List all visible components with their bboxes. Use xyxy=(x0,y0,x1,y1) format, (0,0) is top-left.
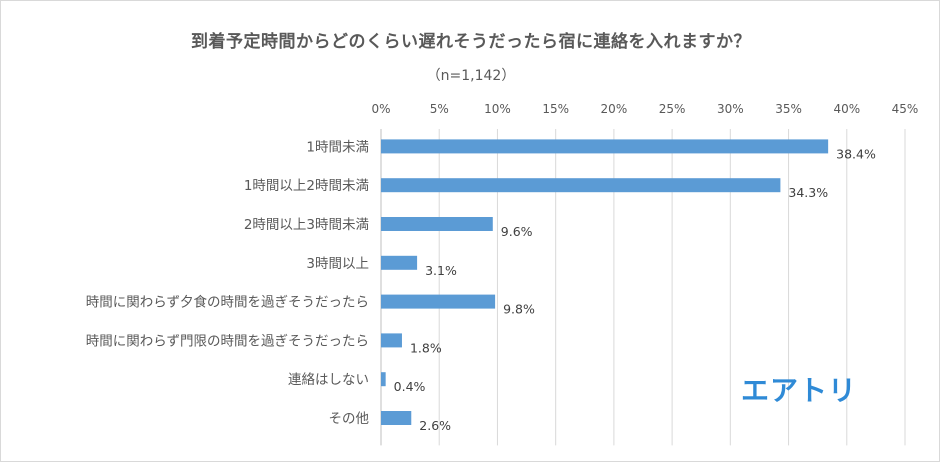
category-label: 3時間以上 xyxy=(306,256,369,272)
bar xyxy=(381,178,781,193)
chart-subtitle: （n=1,142） xyxy=(426,68,516,84)
x-tick-label: 20% xyxy=(601,102,628,116)
data-label: 2.6% xyxy=(419,418,451,433)
x-tick-label: 40% xyxy=(833,102,860,116)
data-label: 9.6% xyxy=(501,224,533,239)
category-label: 1時間未満 xyxy=(306,139,369,155)
data-label: 9.8% xyxy=(503,302,535,317)
category-label: 1時間以上2時間未満 xyxy=(244,178,369,194)
bar xyxy=(381,139,829,154)
chart-title: 到着予定時間からどのくらい遅れそうだったら宿に連絡を入れますか？ xyxy=(191,32,751,52)
brand-logo: エアトリ xyxy=(741,374,858,407)
category-label: 時間に関わらず夕食の時間を過ぎそうだったら xyxy=(86,294,369,311)
x-tick-label: 45% xyxy=(892,102,919,116)
x-tick-label: 5% xyxy=(430,102,449,116)
data-label: 1.8% xyxy=(410,340,442,355)
bar xyxy=(381,411,412,425)
data-label: 38.4% xyxy=(836,146,876,161)
bar xyxy=(381,372,386,387)
category-label: 2時間以上3時間未満 xyxy=(244,217,369,233)
bar xyxy=(381,294,496,309)
bar xyxy=(381,333,402,348)
bar xyxy=(381,255,418,270)
data-label: 3.1% xyxy=(425,263,457,278)
data-label: 0.4% xyxy=(394,379,426,394)
x-tick-label: 35% xyxy=(775,102,802,116)
category-label: 連絡はしない xyxy=(288,372,369,388)
x-tick-label: 0% xyxy=(371,102,390,116)
category-label: その他 xyxy=(329,411,370,427)
bar xyxy=(381,217,493,231)
x-tick-label: 30% xyxy=(717,102,744,116)
x-tick-label: 25% xyxy=(659,102,686,116)
x-tick-label: 10% xyxy=(484,102,511,116)
category-label: 時間に関わらず門限の時間を過ぎそうだったら xyxy=(86,333,369,349)
data-label: 34.3% xyxy=(788,185,828,200)
x-tick-label: 15% xyxy=(542,102,569,116)
